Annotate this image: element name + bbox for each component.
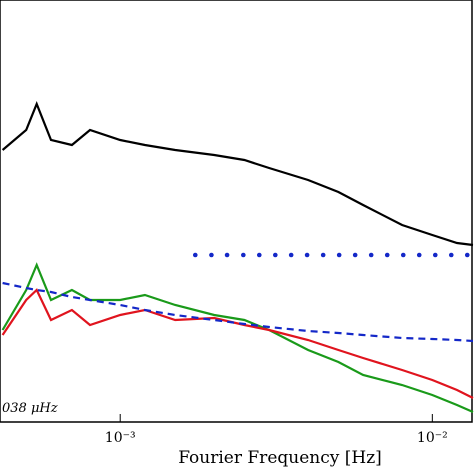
data-point [384, 252, 390, 258]
data-point [192, 252, 198, 258]
annotation: 038 μHz [2, 401, 58, 416]
data-point [432, 252, 438, 258]
data-point [224, 252, 230, 258]
data-point [416, 252, 422, 258]
data-point [336, 252, 342, 258]
plot-frame [0, 0, 473, 423]
data-point [352, 252, 358, 258]
data-point [368, 252, 374, 258]
data-point [448, 252, 454, 258]
series-line [2, 281, 474, 343]
data-point [400, 252, 406, 258]
data-point [273, 252, 278, 258]
data-point [209, 252, 214, 258]
data-point [288, 252, 294, 258]
x-axis-label: Fourier Frequency [Hz] [178, 448, 382, 468]
data-point [241, 252, 246, 258]
x-tick-label: 10⁻² [417, 430, 448, 446]
data-point [304, 252, 310, 258]
data-point [256, 252, 262, 258]
data-point [464, 252, 470, 258]
series-line [1, 101, 474, 247]
series-line [1, 288, 474, 399]
x-tick-label: 10⁻³ [105, 430, 136, 446]
series-line [1, 262, 474, 414]
data-point [320, 252, 326, 258]
